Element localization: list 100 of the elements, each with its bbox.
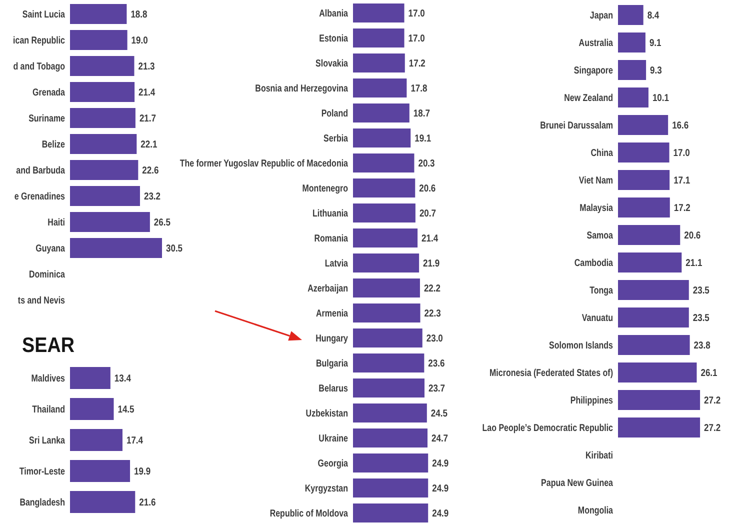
data-label: 30.5 [166, 242, 183, 254]
bar [70, 238, 162, 258]
bar [618, 142, 670, 162]
data-label: 23.5 [692, 284, 710, 296]
y-tick-label: Poland [321, 108, 348, 119]
bar [70, 108, 136, 128]
data-label: 23.7 [428, 382, 446, 394]
y-tick-label: Bosnia and Herzegovina [255, 82, 349, 94]
bar [70, 160, 138, 180]
y-tick-label: Georgia [318, 458, 349, 469]
data-label: 22.6 [142, 164, 159, 176]
y-tick-label: Estonia [319, 32, 349, 44]
bar [353, 504, 428, 522]
data-label: 26.5 [154, 216, 170, 228]
bar [618, 280, 689, 300]
bar [618, 308, 689, 328]
y-tick-label: Malaysia [580, 202, 614, 214]
data-label: 19.9 [134, 466, 151, 477]
y-tick-label: Azerbaijan [308, 282, 348, 294]
bar [353, 478, 428, 498]
y-tick-label: Republic of Moldova [270, 508, 349, 519]
bar [618, 88, 648, 108]
data-label: 22.3 [424, 308, 441, 319]
y-tick-label: Lithuania [312, 208, 349, 219]
data-label: 24.5 [430, 408, 448, 419]
y-tick-label: Tonga [590, 284, 614, 296]
bar [618, 170, 670, 190]
bar [353, 328, 422, 348]
bar [618, 5, 644, 25]
y-tick-label: Papua New Guinea [541, 477, 614, 488]
data-label: 14.5 [118, 404, 134, 415]
bar [353, 204, 416, 222]
y-tick-label: Samoa [586, 230, 614, 241]
bar [353, 454, 428, 472]
y-tick-label: Hungary [316, 332, 348, 344]
bar [70, 134, 137, 154]
data-label: 13.4 [114, 372, 132, 384]
y-tick-label: Japan [590, 10, 613, 21]
data-label: 23.0 [426, 332, 443, 344]
data-label: 20.7 [419, 208, 436, 219]
data-label: 23.6 [428, 358, 445, 369]
bar [353, 154, 414, 172]
y-tick-label: Kiribati [585, 450, 613, 461]
bar [353, 128, 411, 148]
bar [353, 404, 427, 422]
y-tick-label: Australia [578, 37, 614, 48]
data-label: 24.9 [432, 458, 449, 469]
y-tick-label: Thailand [32, 404, 65, 415]
bar [70, 398, 114, 420]
bar [70, 4, 127, 24]
y-tick-label: Micronesia (Federated States of) [490, 367, 613, 378]
y-tick-label: Grenada [32, 86, 66, 98]
y-tick-label: Guyana [36, 242, 66, 254]
data-label: 21.3 [138, 60, 155, 72]
y-tick-label: Solomon Islands [549, 340, 613, 351]
y-tick-label: Armenia [316, 308, 349, 319]
y-tick-label: Viet Nam [578, 174, 613, 186]
bar [618, 418, 700, 438]
data-label: 24.9 [432, 482, 449, 494]
bar [618, 252, 682, 272]
data-label: 20.6 [419, 182, 436, 194]
data-label: 22.2 [424, 282, 440, 294]
bar [353, 228, 418, 248]
bar [353, 28, 404, 48]
y-tick-label: ican Republic [13, 34, 65, 46]
bar [618, 362, 697, 382]
data-label: 18.8 [130, 8, 148, 20]
bar [70, 491, 136, 513]
y-tick-label: Bulgaria [316, 358, 349, 369]
bar [70, 460, 130, 482]
y-tick-label: Cambodia [574, 257, 614, 268]
y-tick-label: Philippines [570, 394, 613, 406]
bar [618, 115, 668, 135]
bar [70, 30, 128, 50]
bar [618, 198, 670, 218]
bar [70, 367, 110, 389]
y-tick-label: Lao People’s Democratic Republic [482, 422, 613, 434]
data-label: 9.3 [650, 64, 662, 76]
data-label: 24.9 [432, 508, 449, 519]
y-tick-label: Bangladesh [20, 496, 65, 508]
data-label: 19.1 [414, 132, 432, 144]
bar [618, 335, 690, 355]
bar [70, 186, 140, 206]
data-label: 10.1 [652, 92, 669, 104]
data-label: 8.4 [647, 10, 660, 21]
data-label: 9.1 [649, 37, 662, 48]
bar [353, 178, 416, 198]
y-tick-label: Uzbekistan [306, 408, 348, 419]
y-tick-label: Saint Lucia [22, 8, 66, 20]
bar [353, 354, 424, 372]
y-tick-label: Brunei Darussalam [540, 120, 613, 131]
bar [353, 304, 420, 322]
y-tick-label: Latvia [324, 258, 349, 269]
data-label: 17.0 [408, 8, 425, 19]
y-tick-label: Dominica [29, 268, 66, 280]
y-tick-label: Suriname [28, 112, 65, 124]
data-label: 22.1 [140, 138, 158, 150]
y-tick-label: Sri Lanka [29, 434, 66, 446]
y-tick-label: New Zealand [564, 92, 613, 104]
y-tick-label: Romania [314, 232, 349, 244]
